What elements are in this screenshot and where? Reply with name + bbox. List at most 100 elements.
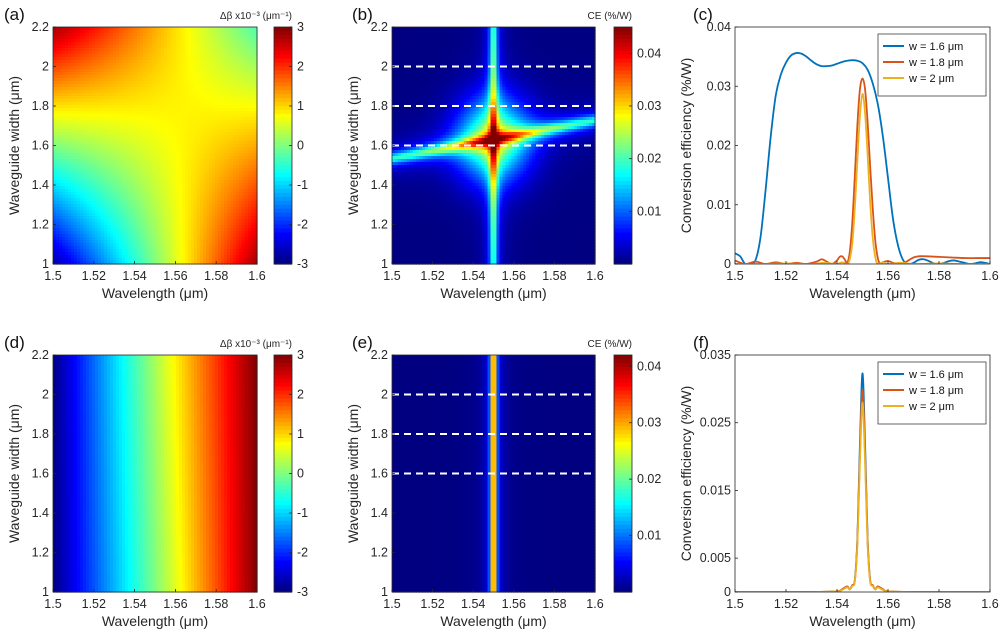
heatmap-cell xyxy=(86,78,90,82)
heatmap-cell xyxy=(203,30,207,34)
heatmap-cell xyxy=(134,195,138,199)
heatmap-cell xyxy=(194,57,198,61)
heatmap-cell xyxy=(113,60,117,64)
heatmap-cell xyxy=(53,39,57,43)
heatmap-cell xyxy=(92,75,96,79)
heatmap-cell xyxy=(113,72,117,76)
heatmap-cell xyxy=(200,39,204,43)
heatmap-cell xyxy=(116,66,120,70)
heatmap-cell xyxy=(62,225,66,229)
heatmap-cell xyxy=(104,141,108,145)
heatmap-cell xyxy=(68,189,72,193)
heatmap-cell xyxy=(167,159,171,163)
heatmap-cell xyxy=(167,150,171,154)
heatmap-cell xyxy=(92,249,96,253)
heatmap-cell xyxy=(143,201,147,205)
heatmap-cell xyxy=(71,219,75,223)
heatmap-cell xyxy=(131,27,135,31)
heatmap-cell xyxy=(155,177,159,181)
heatmap-cell xyxy=(107,138,111,142)
heatmap-cell xyxy=(146,201,150,205)
heatmap-cell xyxy=(152,102,156,106)
heatmap-cell xyxy=(128,246,132,250)
heatmap-cell xyxy=(59,171,63,175)
heatmap-cell xyxy=(143,138,147,142)
heatmap-cell xyxy=(137,48,141,52)
heatmap-cell xyxy=(188,81,192,85)
heatmap-cell xyxy=(131,45,135,49)
heatmap-cell xyxy=(116,183,120,187)
heatmap-cell xyxy=(194,129,198,133)
heatmap-cell xyxy=(170,123,174,127)
heatmap-cell xyxy=(116,234,120,238)
heatmap-cell xyxy=(140,33,144,37)
heatmap-cell xyxy=(83,114,87,118)
heatmap-cell xyxy=(98,72,102,76)
heatmap-cell xyxy=(95,78,99,82)
heatmap-cell xyxy=(152,87,156,91)
heatmap-cell xyxy=(74,102,78,106)
heatmap-cell xyxy=(71,237,75,241)
heatmap-cell xyxy=(53,60,57,64)
heatmap-cell xyxy=(92,189,96,193)
heatmap-cell xyxy=(92,60,96,64)
heatmap-cell xyxy=(71,111,75,115)
heatmap-cell xyxy=(125,72,129,76)
heatmap-cell xyxy=(164,78,168,82)
heatmap-cell xyxy=(191,189,195,193)
heatmap-cell xyxy=(71,129,75,133)
heatmap-cell xyxy=(65,93,69,97)
heatmap-cell xyxy=(98,87,102,91)
heatmap-cell xyxy=(203,213,207,217)
heatmap-cell xyxy=(116,180,120,184)
heatmap-cell xyxy=(83,126,87,130)
heatmap-cell xyxy=(59,153,63,157)
heatmap-cell xyxy=(197,33,201,37)
heatmap-cell xyxy=(119,117,123,121)
heatmap-cell xyxy=(104,237,108,241)
heatmap-cell xyxy=(53,162,57,166)
heatmap-cell xyxy=(107,153,111,157)
heatmap-cell xyxy=(113,183,117,187)
heatmap-cell xyxy=(146,27,150,31)
heatmap-cell xyxy=(179,159,183,163)
heatmap-cell xyxy=(212,87,216,91)
heatmap-cell xyxy=(122,45,126,49)
heatmap-cell xyxy=(152,243,156,247)
heatmap-cell xyxy=(68,45,72,49)
heatmap-cell xyxy=(89,51,93,55)
heatmap-cell xyxy=(167,189,171,193)
heatmap-cell xyxy=(209,81,213,85)
heatmap-cell xyxy=(116,42,120,46)
heatmap-cell xyxy=(65,90,69,94)
heatmap-cell xyxy=(185,252,189,256)
heatmap-cell xyxy=(185,207,189,211)
heatmap-cell xyxy=(173,171,177,175)
heatmap-cell xyxy=(200,69,204,73)
heatmap-cell xyxy=(182,129,186,133)
heatmap-cell xyxy=(149,39,153,43)
heatmap-cell xyxy=(203,168,207,172)
heatmap-cell xyxy=(119,75,123,79)
heatmap-cell xyxy=(212,81,216,85)
heatmap-cell xyxy=(191,180,195,184)
heatmap-cell xyxy=(104,174,108,178)
heatmap-cell xyxy=(71,246,75,250)
heatmap-cell xyxy=(176,90,180,94)
heatmap-cell xyxy=(122,222,126,226)
heatmap-cell xyxy=(200,48,204,52)
heatmap-cell xyxy=(92,30,96,34)
heatmap-cell xyxy=(191,45,195,49)
heatmap-cell xyxy=(185,216,189,220)
heatmap-cell xyxy=(116,189,120,193)
heatmap-cell xyxy=(113,234,117,238)
heatmap-cell xyxy=(164,255,168,259)
heatmap-cell xyxy=(77,126,81,130)
heatmap-cell xyxy=(125,75,129,79)
heatmap-cell xyxy=(65,78,69,82)
heatmap-cell xyxy=(62,189,66,193)
heatmap-cell xyxy=(122,93,126,97)
heatmap-cell xyxy=(134,252,138,256)
heatmap-cell xyxy=(83,177,87,181)
heatmap-cell xyxy=(146,261,150,265)
